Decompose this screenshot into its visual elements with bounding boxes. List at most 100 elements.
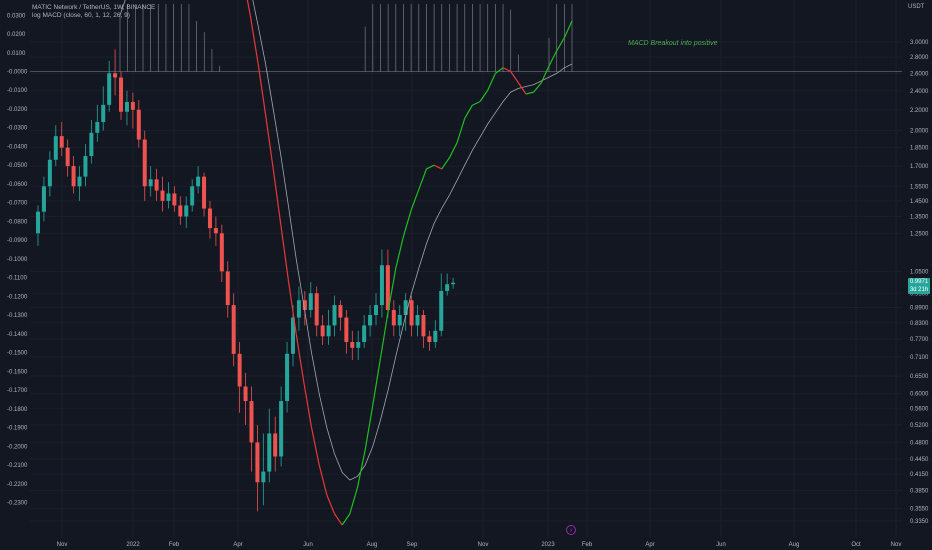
candle-body[interactable] — [350, 342, 355, 348]
candle-body[interactable] — [296, 300, 301, 318]
candle-body[interactable] — [124, 101, 129, 112]
candle-body[interactable] — [136, 109, 141, 140]
candle-body[interactable] — [415, 314, 420, 326]
candle-body[interactable] — [273, 433, 278, 457]
currency-label: USDT — [908, 4, 925, 10]
x-tick-label: 2022 — [126, 542, 140, 548]
candle-body[interactable] — [403, 300, 408, 315]
candle-body[interactable] — [148, 179, 153, 187]
macd-tick-label: -0.0500 — [7, 163, 28, 169]
candle-body[interactable] — [338, 305, 343, 318]
candle-body[interactable] — [160, 190, 165, 201]
candle-body[interactable] — [409, 300, 414, 326]
candle-body[interactable] — [362, 325, 367, 343]
candle-body[interactable] — [326, 325, 331, 337]
candle-body[interactable] — [83, 156, 88, 177]
macd-lines — [119, 0, 573, 526]
candle-body[interactable] — [308, 293, 313, 310]
candle-body[interactable] — [261, 471, 266, 483]
price-tick-label: 0.8900 — [910, 306, 929, 312]
candle-body[interactable] — [202, 176, 207, 209]
event-marker-icon: ⚡ — [569, 528, 573, 535]
candle-body[interactable] — [207, 208, 212, 229]
symbol-label[interactable]: MATIC Network / TetherUS, 1W, BINANCE — [32, 4, 156, 11]
candle-body[interactable] — [77, 176, 82, 187]
macd-line-segment — [326, 494, 336, 514]
candle-body[interactable] — [119, 77, 124, 112]
candle-body[interactable] — [213, 228, 218, 234]
candle-body[interactable] — [290, 317, 295, 354]
event-marker[interactable]: ⚡ — [566, 525, 576, 535]
candle-body[interactable] — [368, 314, 373, 326]
candle-body[interactable] — [249, 401, 254, 443]
price-tick-label: 0.5600 — [910, 407, 929, 413]
candle-body[interactable] — [320, 325, 325, 337]
macd-line-segment — [372, 358, 382, 406]
candle-body[interactable] — [89, 132, 94, 157]
candle-body[interactable] — [267, 433, 272, 472]
candle-body[interactable] — [385, 265, 390, 310]
candle-body[interactable] — [107, 73, 112, 105]
candle-body[interactable] — [439, 290, 444, 331]
candle-body[interactable] — [279, 401, 284, 457]
macd-line-segment — [525, 91, 534, 95]
macd-line-segment — [349, 487, 359, 514]
candle-body[interactable] — [243, 386, 248, 402]
candle-body[interactable] — [166, 193, 171, 201]
candle-body[interactable] — [314, 293, 319, 326]
candle-body[interactable] — [130, 101, 135, 110]
x-tick-label: Jun — [303, 542, 313, 548]
price-tick-label: 0.6000 — [910, 392, 929, 398]
last-price-tag: 0.9971 3d 21h — [908, 278, 930, 294]
candle-body[interactable] — [53, 136, 58, 160]
macd-tick-label: -0.0100 — [7, 88, 28, 94]
candle-body[interactable] — [142, 139, 147, 187]
candle-body[interactable] — [154, 179, 159, 191]
candle-body[interactable] — [101, 104, 106, 123]
candle-body[interactable] — [344, 317, 349, 343]
candle-body[interactable] — [285, 353, 290, 402]
candle-body[interactable] — [379, 265, 384, 306]
candle-body[interactable] — [172, 193, 177, 206]
macd-line-segment — [303, 382, 313, 428]
candle-body[interactable] — [184, 205, 189, 217]
candle-body[interactable] — [445, 284, 450, 291]
candle-body[interactable] — [332, 305, 337, 326]
candle-body[interactable] — [451, 282, 456, 285]
candle-body[interactable] — [190, 186, 195, 206]
candle-body[interactable] — [95, 122, 100, 133]
candle-body[interactable] — [47, 159, 52, 187]
macd-line-segment — [548, 50, 558, 67]
macd-line-segment — [418, 168, 428, 190]
macd-line-segment — [280, 225, 290, 282]
candle-body[interactable] — [113, 73, 118, 78]
candle-body[interactable] — [397, 314, 402, 326]
candle-body[interactable] — [219, 233, 224, 272]
candle-body[interactable] — [374, 305, 379, 315]
candle-body[interactable] — [237, 353, 242, 387]
candle-body[interactable] — [65, 147, 70, 167]
candle-body[interactable] — [356, 342, 361, 348]
candle-body[interactable] — [178, 205, 183, 217]
indicator-label[interactable]: log MACD (close, 60, 1, 12, 26, 9) — [32, 12, 130, 19]
candle-body[interactable] — [225, 271, 230, 306]
candle-body[interactable] — [59, 136, 64, 148]
grid — [30, 0, 902, 538]
candle-body[interactable] — [196, 176, 201, 187]
macd-annotation[interactable]: MACD Breakout into positive — [628, 40, 718, 47]
candles[interactable] — [36, 49, 456, 512]
candle-body[interactable] — [41, 186, 46, 212]
last-price-countdown: 3d 21h — [909, 287, 929, 293]
candle-body[interactable] — [36, 211, 40, 234]
candle-body[interactable] — [427, 336, 432, 343]
candle-body[interactable] — [391, 309, 396, 326]
candle-body[interactable] — [231, 305, 236, 354]
candle-body[interactable] — [421, 314, 426, 337]
candle-body[interactable] — [302, 300, 307, 310]
candle-body[interactable] — [71, 166, 76, 187]
candle-body[interactable] — [255, 442, 260, 483]
macd-line-segment — [510, 71, 519, 84]
macd-line-segment — [563, 20, 573, 39]
candle-body[interactable] — [433, 330, 438, 343]
